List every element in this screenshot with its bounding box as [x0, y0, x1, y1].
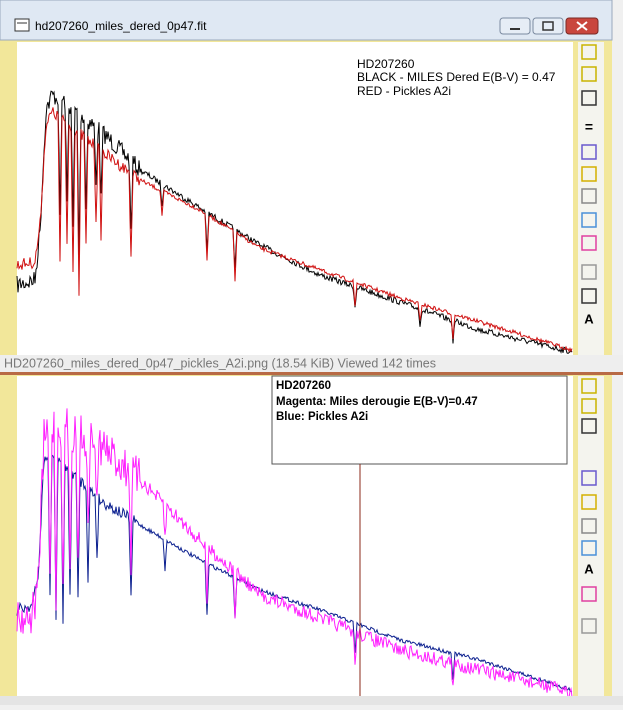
caption-bar: [0, 355, 623, 372]
bottom-legend-line: Blue: Pickles A2i: [276, 411, 368, 423]
toolbar-button[interactable]: [581, 288, 597, 304]
top-plot-area: [17, 42, 573, 356]
maximize-button[interactable]: [532, 17, 564, 35]
close-glyph: [576, 21, 588, 31]
toolbar-button[interactable]: [581, 188, 597, 204]
bottom-spectra: [16, 408, 573, 699]
toolbar-button[interactable]: [581, 212, 597, 228]
toolbar-button[interactable]: [581, 235, 597, 251]
spectrum-black: [16, 90, 573, 354]
toolbar-text-tool[interactable]: A: [584, 561, 594, 576]
toolbar-button[interactable]: [581, 586, 597, 602]
toolbar-button[interactable]: [581, 44, 597, 60]
toolbar-button[interactable]: [581, 618, 597, 634]
status-strip: [0, 696, 623, 705]
toolbar-button[interactable]: [581, 66, 597, 82]
title-bar-border: [0, 0, 613, 41]
caption: HD207260_miles_dered_0p47_pickles_A2i.pn…: [4, 356, 436, 370]
top-legend-line: HD207260: [357, 57, 415, 71]
legend-box: [271, 375, 568, 465]
spectrum-red: [16, 107, 573, 353]
separator: [0, 372, 623, 375]
toolbar-button[interactable]: [581, 418, 597, 434]
toolbar-button[interactable]: [581, 494, 597, 510]
app-icon: [14, 18, 30, 32]
bottom-legend-line: HD207260: [276, 380, 331, 392]
toolbar-button[interactable]: [581, 90, 597, 106]
spectrum-magenta: [16, 408, 573, 699]
toolbar-button[interactable]: [581, 540, 597, 556]
top-legend-line: BLACK - MILES Dered E(B-V) = 0.47: [357, 70, 556, 84]
toolbar-button[interactable]: [581, 470, 597, 486]
top-spectra: [16, 90, 573, 354]
toolbar-equals[interactable]: =: [585, 119, 593, 135]
spectrum-blue: [16, 454, 573, 692]
toolbar-text-tool[interactable]: A: [584, 311, 594, 326]
top-legend-line: RED - Pickles A2i: [357, 84, 451, 98]
toolbar-button[interactable]: [581, 264, 597, 280]
maximize-glyph: [542, 21, 554, 31]
window-title: hd207260_miles_dered_0p47.fit: [35, 19, 207, 33]
toolbar-button[interactable]: [581, 398, 597, 414]
toolbar-button[interactable]: [581, 378, 597, 394]
bottom-legend-line: Magenta: Miles derougie E(B-V)=0.47: [276, 396, 478, 408]
toolbar-button[interactable]: [581, 518, 597, 534]
minimize-button[interactable]: [499, 17, 531, 35]
toolbar-button[interactable]: [581, 144, 597, 160]
toolbar-button[interactable]: [581, 166, 597, 182]
